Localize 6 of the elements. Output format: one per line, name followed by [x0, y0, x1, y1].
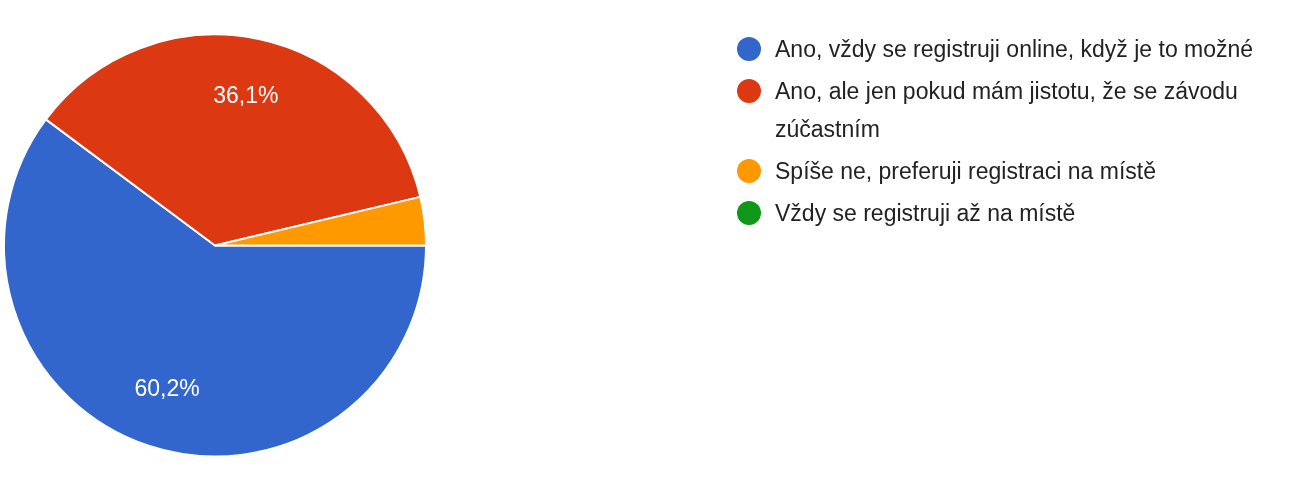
legend-label: Spíše ne, preferuji registraci na místě — [775, 157, 1156, 186]
legend-label: Ano, vždy se registruji online, když je to možné — [775, 35, 1254, 64]
data-label: 60,2% — [134, 375, 200, 402]
legend-label: Vždy se registruji až na místě — [775, 199, 1076, 228]
data-label: 36,1% — [213, 82, 279, 109]
legend-label: Ano, ale jen pokud mám jistotu, že se závodu zúčastním — [775, 77, 1239, 144]
